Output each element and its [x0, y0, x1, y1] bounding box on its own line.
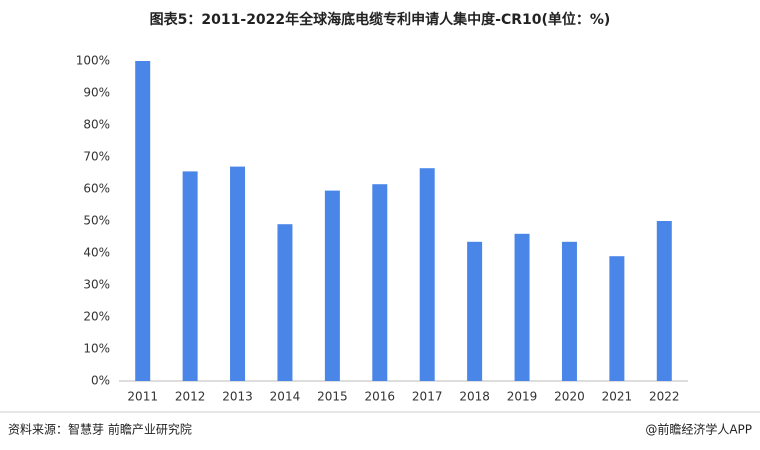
- y-tick-label: 100%: [76, 54, 110, 68]
- y-tick-label: 50%: [83, 214, 110, 228]
- bar: [514, 233, 530, 381]
- y-tick-label: 0%: [91, 374, 110, 388]
- source: 资料来源：智慧芽 前瞻产业研究院: [8, 422, 192, 437]
- y-tick-label: 10%: [83, 342, 110, 356]
- bar: [561, 241, 577, 381]
- bar: [609, 256, 625, 381]
- y-tick-label: 90%: [83, 86, 110, 100]
- y-tick-label: 80%: [83, 118, 110, 132]
- x-tick-label: 2015: [317, 390, 348, 404]
- x-tick-label: 2022: [649, 390, 680, 404]
- y-tick-label: 30%: [83, 278, 110, 292]
- x-tick-label: 2013: [222, 390, 253, 404]
- chart-title: 图表5：2011-2022年全球海底电缆专利申请人集中度-CR10(单位：%): [150, 11, 611, 28]
- bar: [467, 241, 483, 381]
- bar: [324, 190, 340, 381]
- x-tick-label: 2020: [554, 390, 585, 404]
- y-tick-label: 20%: [83, 310, 110, 324]
- x-tick-label: 2014: [270, 390, 301, 404]
- bar: [419, 168, 435, 381]
- credit: @前瞻经济学人APP: [645, 422, 752, 437]
- x-tick-label: 2012: [175, 390, 206, 404]
- x-tick-label: 2018: [459, 390, 490, 404]
- bar: [135, 61, 151, 381]
- y-tick-label: 40%: [83, 246, 110, 260]
- x-tick-label: 2016: [365, 390, 396, 404]
- bar: [277, 224, 293, 381]
- bar: [230, 166, 246, 381]
- bar: [372, 184, 388, 381]
- bar: [656, 221, 672, 381]
- y-tick-label: 60%: [83, 182, 110, 196]
- x-tick-label: 2011: [127, 390, 158, 404]
- bar: [182, 171, 198, 381]
- y-tick-label: 70%: [83, 150, 110, 164]
- x-tick-label: 2019: [507, 390, 538, 404]
- x-tick-label: 2017: [412, 390, 443, 404]
- x-tick-label: 2021: [602, 390, 633, 404]
